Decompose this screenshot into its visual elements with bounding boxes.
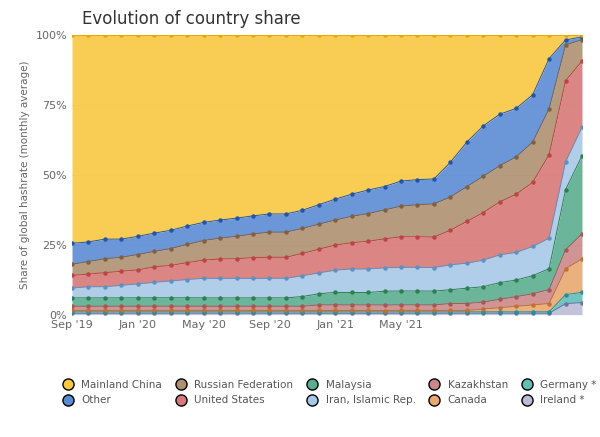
Y-axis label: Share of global hashrate (monthly average): Share of global hashrate (monthly averag… xyxy=(20,61,30,289)
Text: Evolution of country share: Evolution of country share xyxy=(82,10,301,28)
Legend: Mainland China, Other, Russian Federation, United States, Malaysia, Iran, Islami: Mainland China, Other, Russian Federatio… xyxy=(53,376,600,409)
